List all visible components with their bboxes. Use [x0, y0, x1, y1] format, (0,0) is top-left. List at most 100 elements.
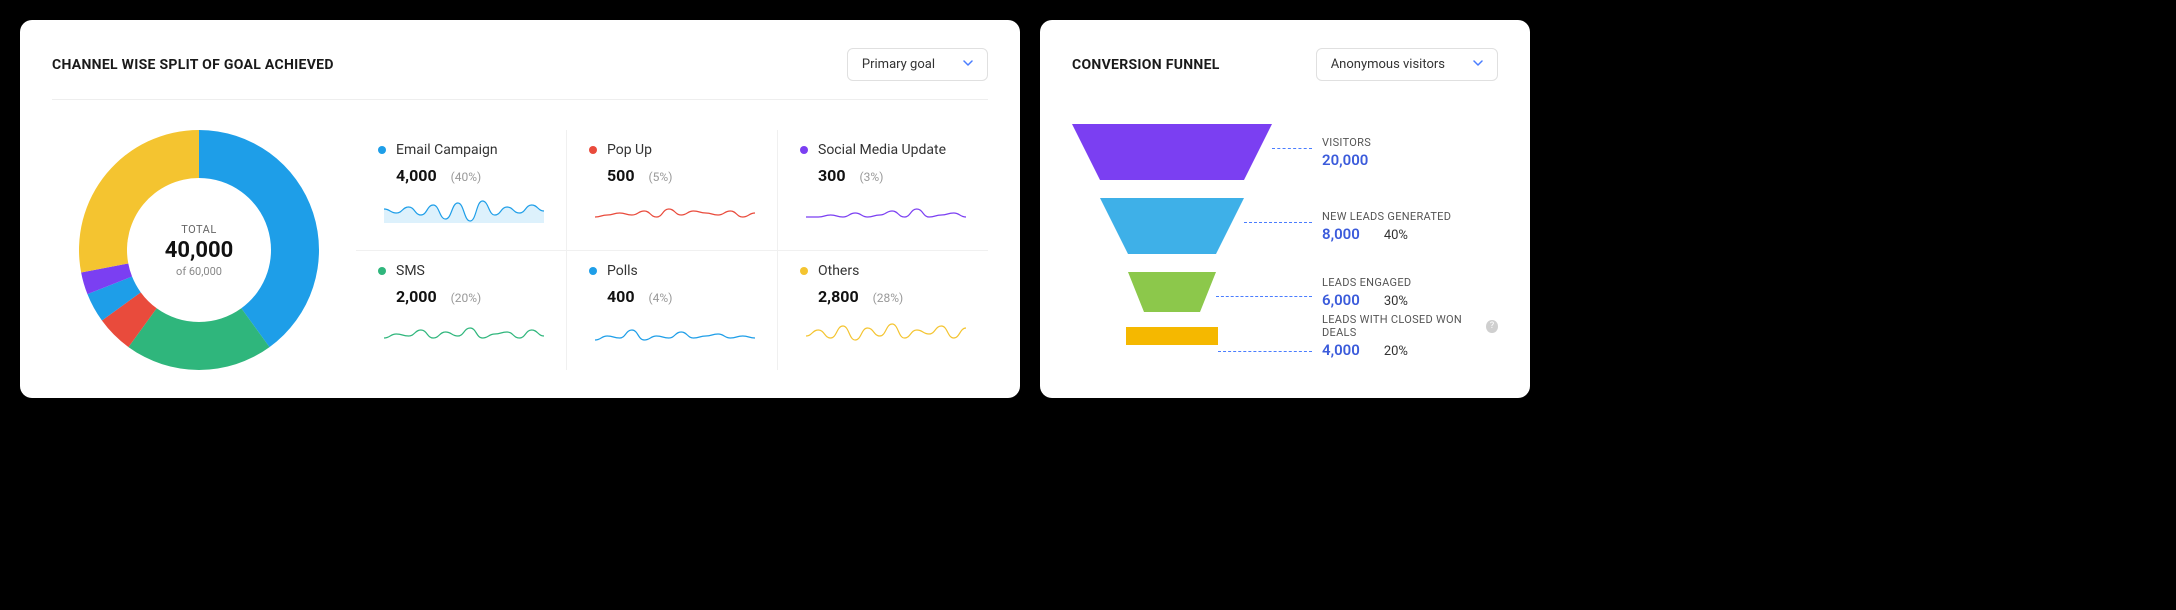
- chevron-down-icon: [963, 60, 973, 70]
- funnel-body: VISITORS 20,000 NEW LEADS GENERATED 8,00…: [1072, 99, 1498, 347]
- channel-value: 2,800: [818, 287, 859, 306]
- channel-name: Social Media Update: [818, 142, 946, 158]
- channel-card-body: TOTAL 40,000 of 60,000 Email Campaign 4,…: [52, 100, 988, 370]
- channel-stats: 2,800 (28%): [818, 287, 966, 306]
- donut-total-sub: of 60,000: [165, 265, 234, 278]
- channel-sparkline: [595, 316, 755, 344]
- channel-header: Others: [800, 263, 966, 279]
- channel-dot-icon: [800, 146, 808, 154]
- donut-total-label: TOTAL: [165, 223, 234, 236]
- channel-header: Social Media Update: [800, 142, 966, 158]
- channel-cell: Social Media Update 300 (3%): [777, 130, 988, 251]
- channel-cell: Email Campaign 4,000 (40%): [356, 130, 566, 251]
- channel-header: SMS: [378, 263, 544, 279]
- funnel-shape: [1072, 327, 1272, 345]
- chevron-down-icon: [1473, 60, 1483, 70]
- channel-value: 500: [607, 166, 635, 185]
- channel-stats: 500 (5%): [607, 166, 755, 185]
- channel-stats: 4,000 (40%): [396, 166, 544, 185]
- channels-grid: Email Campaign 4,000 (40%) Pop Up 500 (5…: [356, 130, 988, 370]
- funnel-connector: [1218, 351, 1312, 352]
- channel-name: Others: [818, 263, 859, 279]
- channel-dot-icon: [378, 146, 386, 154]
- funnel-label: LEADS WITH CLOSED WON DEALS ?: [1322, 313, 1498, 339]
- funnel-stats: 20,000: [1322, 151, 1498, 169]
- funnel-value: 4,000: [1322, 341, 1360, 359]
- channel-stats: 300 (3%): [818, 166, 966, 185]
- funnel-percent: 40%: [1384, 228, 1408, 243]
- help-icon[interactable]: ?: [1486, 320, 1498, 333]
- channel-sparkline: [384, 316, 544, 344]
- dropdown-label: Primary goal: [862, 57, 935, 72]
- donut-total-value: 40,000: [165, 238, 234, 263]
- channel-stats: 400 (4%): [607, 287, 755, 306]
- channel-value: 4,000: [396, 166, 437, 185]
- funnel-connector: [1272, 148, 1312, 149]
- funnel-shape: [1072, 124, 1272, 180]
- channel-percent: (4%): [649, 291, 673, 305]
- channel-dot-icon: [378, 267, 386, 275]
- primary-goal-dropdown[interactable]: Primary goal: [847, 48, 988, 81]
- channel-cell: Pop Up 500 (5%): [566, 130, 777, 251]
- funnel-stats: 4,000 20%: [1322, 341, 1498, 359]
- channel-card-header: CHANNEL WISE SPLIT OF GOAL ACHIEVED Prim…: [52, 48, 988, 100]
- funnel-connector: [1216, 296, 1312, 297]
- funnel-card-title: CONVERSION FUNNEL: [1072, 57, 1220, 73]
- donut-chart-area: TOTAL 40,000 of 60,000: [52, 130, 346, 370]
- channel-name: Pop Up: [607, 142, 652, 158]
- funnel-stats: 6,000 30%: [1322, 291, 1498, 309]
- channel-sparkline: [806, 195, 966, 223]
- funnel-text: LEADS WITH CLOSED WON DEALS ? 4,000 20%: [1322, 313, 1498, 359]
- channel-header: Email Campaign: [378, 142, 544, 158]
- channel-percent: (20%): [451, 291, 482, 305]
- donut-center: TOTAL 40,000 of 60,000: [165, 223, 234, 278]
- channel-value: 400: [607, 287, 635, 306]
- funnel-label: LEADS ENGAGED: [1322, 276, 1498, 289]
- funnel-text: LEADS ENGAGED 6,000 30%: [1322, 276, 1498, 309]
- channel-card: CHANNEL WISE SPLIT OF GOAL ACHIEVED Prim…: [20, 20, 1020, 398]
- channel-cell: SMS 2,000 (20%): [356, 251, 566, 371]
- funnel-shape: [1072, 198, 1272, 254]
- funnel-connector: [1244, 222, 1312, 223]
- funnel-percent: 30%: [1384, 294, 1408, 309]
- visitors-dropdown[interactable]: Anonymous visitors: [1316, 48, 1498, 81]
- channel-percent: (5%): [649, 170, 673, 184]
- funnel-text: VISITORS 20,000: [1322, 136, 1498, 169]
- channel-value: 2,000: [396, 287, 437, 306]
- dropdown-label: Anonymous visitors: [1331, 57, 1445, 72]
- channel-value: 300: [818, 166, 846, 185]
- funnel-label: VISITORS: [1322, 136, 1498, 149]
- funnel-text: NEW LEADS GENERATED 8,000 40%: [1322, 210, 1498, 243]
- channel-sparkline: [806, 316, 966, 344]
- funnel-shape: [1072, 272, 1272, 312]
- funnel-card: CONVERSION FUNNEL Anonymous visitors VIS…: [1040, 20, 1530, 398]
- funnel-value: 20,000: [1322, 151, 1368, 169]
- channel-sparkline: [595, 195, 755, 223]
- channel-header: Polls: [589, 263, 755, 279]
- channel-cell: Others 2,800 (28%): [777, 251, 988, 371]
- channel-dot-icon: [589, 146, 597, 154]
- channel-percent: (3%): [860, 170, 884, 184]
- channel-stats: 2,000 (20%): [396, 287, 544, 306]
- channel-percent: (40%): [451, 170, 482, 184]
- funnel-stats: 8,000 40%: [1322, 225, 1498, 243]
- channel-card-title: CHANNEL WISE SPLIT OF GOAL ACHIEVED: [52, 57, 334, 73]
- channel-name: Polls: [607, 263, 638, 279]
- funnel-stage: LEADS ENGAGED 6,000 30%: [1072, 267, 1498, 317]
- funnel-value: 6,000: [1322, 291, 1360, 309]
- funnel-card-header: CONVERSION FUNNEL Anonymous visitors: [1072, 48, 1498, 99]
- funnel-value: 8,000: [1322, 225, 1360, 243]
- channel-dot-icon: [800, 267, 808, 275]
- funnel-stage: NEW LEADS GENERATED 8,000 40%: [1072, 193, 1498, 259]
- channel-dot-icon: [589, 267, 597, 275]
- funnel-label: NEW LEADS GENERATED: [1322, 210, 1498, 223]
- channel-name: SMS: [396, 263, 425, 279]
- channel-cell: Polls 400 (4%): [566, 251, 777, 371]
- funnel-percent: 20%: [1384, 344, 1408, 359]
- channel-header: Pop Up: [589, 142, 755, 158]
- channel-sparkline: [384, 195, 544, 223]
- funnel-stage: LEADS WITH CLOSED WON DEALS ? 4,000 20%: [1072, 325, 1498, 347]
- channel-name: Email Campaign: [396, 142, 498, 158]
- channel-percent: (28%): [873, 291, 904, 305]
- funnel-stage: VISITORS 20,000: [1072, 119, 1498, 185]
